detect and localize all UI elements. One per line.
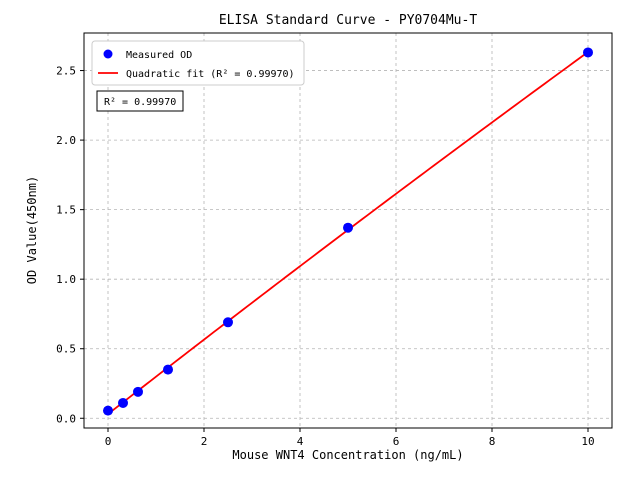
y-tick-label: 2.5	[56, 65, 76, 78]
grid	[84, 33, 612, 428]
x-tick-label: 2	[201, 435, 208, 448]
data-point	[133, 386, 143, 397]
axis-ticks: 0 2 4 6 8 10 0.0 0.5 1.0 1.5 2.0 2.5	[56, 65, 595, 448]
data-point	[583, 47, 593, 58]
measured-od-points	[103, 47, 593, 416]
legend-scatter-marker-icon	[103, 49, 113, 59]
r-squared-annotation: R² = 0.99970	[96, 90, 184, 112]
x-tick-label: 8	[489, 435, 496, 448]
data-point	[223, 317, 233, 328]
plot-frame	[83, 32, 613, 429]
y-tick-label: 0.0	[56, 412, 76, 425]
data-point	[163, 364, 173, 375]
x-tick-label: 6	[393, 435, 400, 448]
chart-title: ELISA Standard Curve - PY0704Mu-T	[219, 13, 477, 28]
data-point	[118, 397, 128, 408]
annotation-box	[96, 90, 184, 112]
legend-box	[91, 40, 305, 86]
legend: Measured OD Quadratic fit (R² = 0.99970)	[91, 40, 305, 86]
y-tick-label: 2.0	[56, 134, 76, 147]
x-tick-label: 4	[297, 435, 304, 448]
y-tick-label: 0.5	[56, 343, 76, 356]
y-tick-label: 1.5	[56, 204, 76, 217]
x-axis-label: Mouse WNT4 Concentration (ng/mL)	[232, 448, 463, 462]
annotation-text: R² = 0.99970	[104, 97, 176, 108]
legend-label-quadratic-fit: Quadratic fit (R² = 0.99970)	[126, 69, 295, 80]
y-tick-label: 1.0	[56, 273, 76, 286]
x-tick-label: 10	[581, 435, 594, 448]
data-point	[343, 222, 353, 233]
legend-label-measured-od: Measured OD	[126, 50, 192, 61]
data-point	[103, 405, 113, 416]
y-axis-label: OD Value(450nm)	[25, 176, 39, 284]
x-tick-label: 0	[105, 435, 112, 448]
